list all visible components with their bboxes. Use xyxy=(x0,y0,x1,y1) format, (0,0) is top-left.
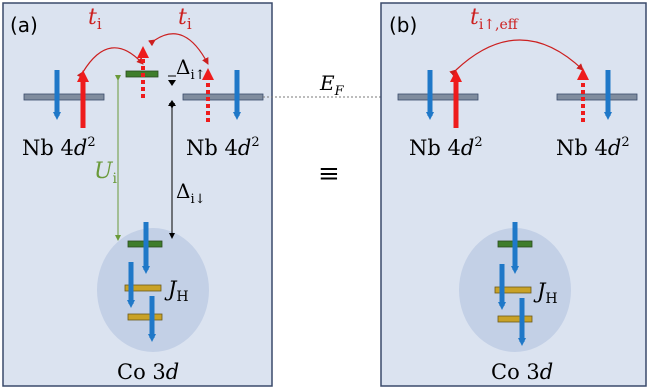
co-label-b: Co 3d xyxy=(491,360,553,384)
delta-up-head-top xyxy=(168,80,176,86)
dashed-up-arrow-mid-head xyxy=(137,46,149,58)
hubbard-label: Ui xyxy=(94,159,118,187)
co-level-3-b xyxy=(497,315,533,323)
panel-b-tag: (b) xyxy=(389,13,417,37)
delta-up-label: Δi↑ xyxy=(176,55,206,83)
hop-arc-right xyxy=(148,33,209,65)
nb-label-right: Nb 4d2 xyxy=(186,135,260,160)
nb-level-right xyxy=(182,93,264,101)
hop-arc-left xyxy=(76,47,144,79)
dashed-up-arrow-b-right-head xyxy=(577,68,589,80)
spin-up-arrow-head xyxy=(77,70,89,82)
hop-label-right: ti xyxy=(178,5,192,33)
co-label-a: Co 3d xyxy=(117,360,179,384)
co-level-2-b xyxy=(494,286,532,294)
co-level-3 xyxy=(127,313,163,321)
co-level-2 xyxy=(124,284,162,292)
hop-label-left: ti xyxy=(88,5,102,33)
nb-level-left xyxy=(23,93,105,101)
nb-label-left: Nb 4d2 xyxy=(22,135,96,160)
hund-label-a: JH xyxy=(164,277,189,305)
nb-label-left-b: Nb 4d2 xyxy=(409,135,483,160)
nb-level-right-b xyxy=(556,93,638,101)
dashed-up-arrow-right-head xyxy=(202,68,214,80)
fermi-label: EF xyxy=(319,71,345,99)
spin-up-arrow-b-left-head xyxy=(450,70,462,82)
hop-arc-eff xyxy=(449,39,584,77)
equiv-sign: ≡ xyxy=(318,159,340,189)
hund-label-b: JH xyxy=(533,279,558,307)
nb-label-right-b: Nb 4d2 xyxy=(556,135,630,160)
nb-level-left-b xyxy=(397,93,479,101)
hop-eff-label: ti↑,eff xyxy=(470,5,519,33)
delta-down-label: Δi↓ xyxy=(176,179,206,207)
panel-a-tag: (a) xyxy=(10,13,38,37)
